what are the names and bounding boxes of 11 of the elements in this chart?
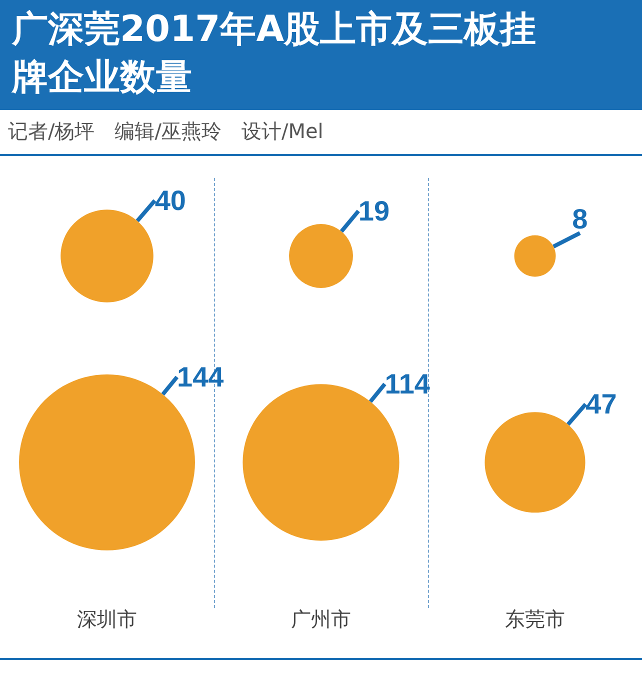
category-label: 东莞市 bbox=[505, 609, 565, 631]
category-label: 广州市 bbox=[291, 609, 351, 631]
data-label: 8 bbox=[572, 204, 588, 235]
data-label: 40 bbox=[154, 185, 186, 216]
category-label: 深圳市 bbox=[77, 609, 137, 631]
text: 记者/杨坪 编辑/巫燕玲 设计/Mel bbox=[8, 118, 324, 145]
data-label: 19 bbox=[358, 195, 390, 226]
data-label: 47 bbox=[586, 388, 617, 420]
data-label: 144 bbox=[177, 362, 224, 393]
text: 广深莞2017年A股上市及三板挂牌企业数量 bbox=[12, 8, 538, 100]
data-label: 114 bbox=[384, 368, 430, 400]
